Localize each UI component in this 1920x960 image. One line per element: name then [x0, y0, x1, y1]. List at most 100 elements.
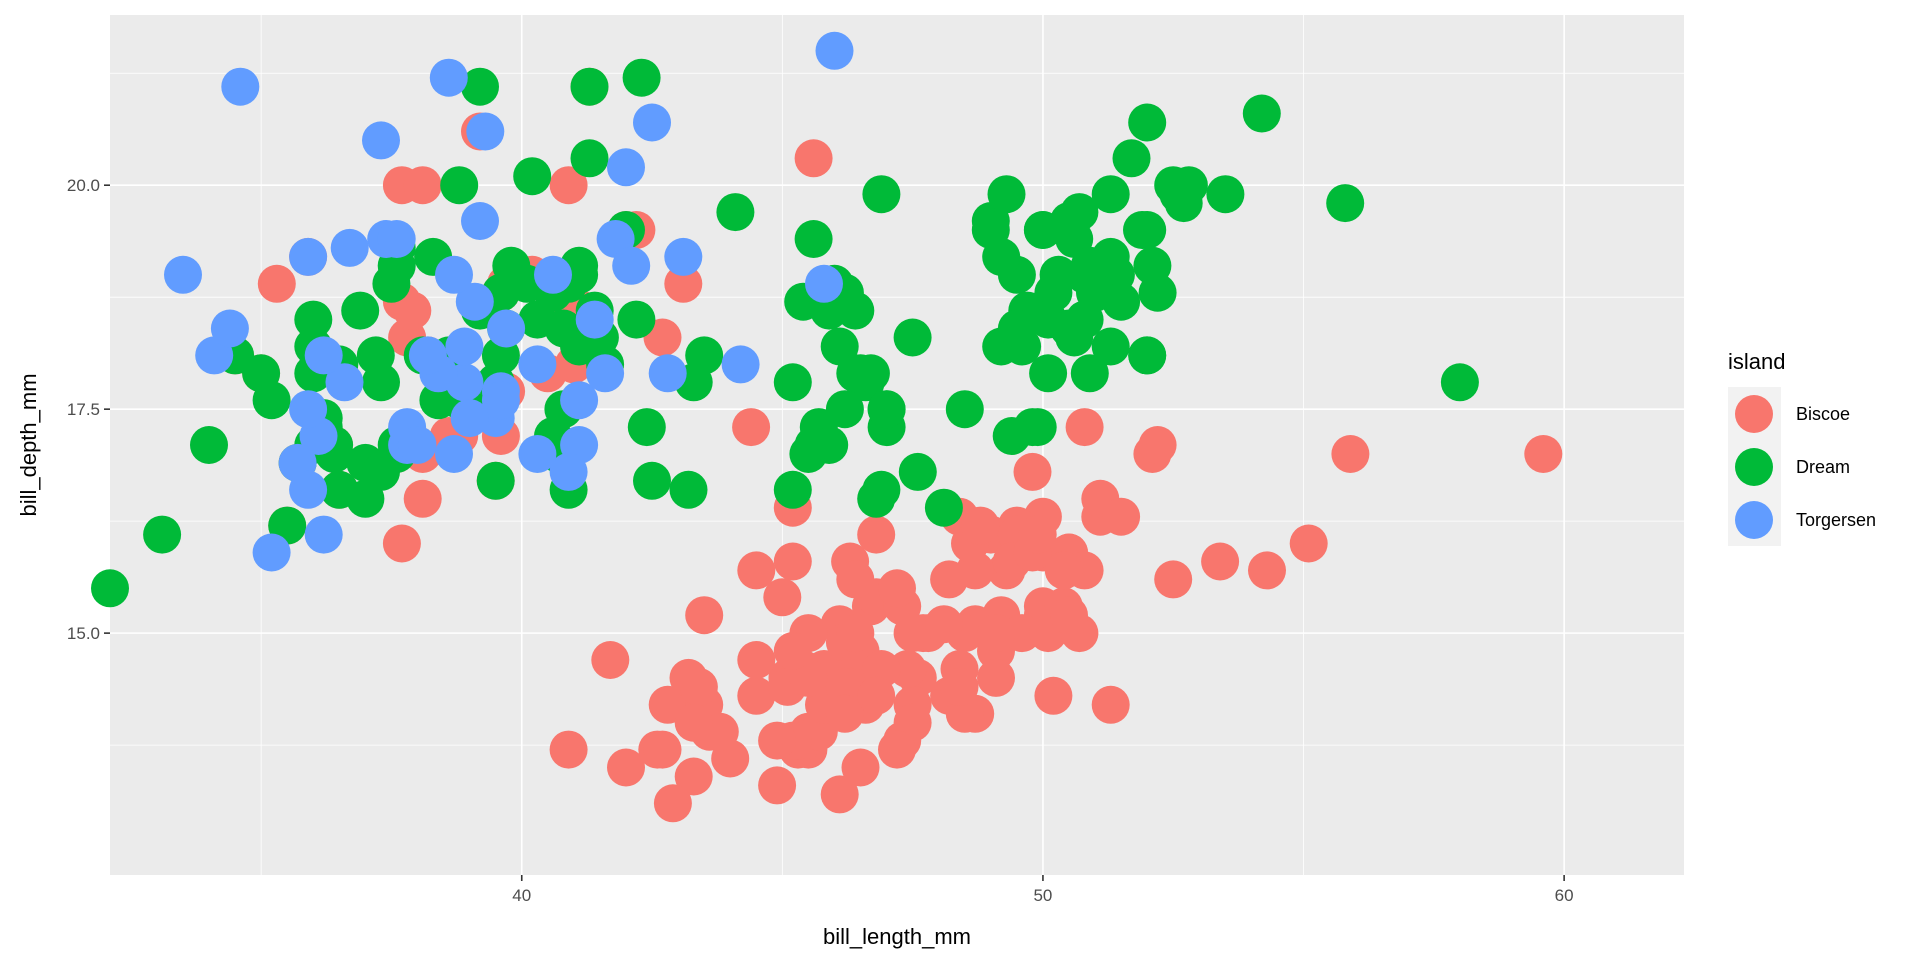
point-dream: [1128, 103, 1167, 142]
point-torgersen: [721, 345, 760, 384]
point-torgersen: [648, 354, 687, 393]
point-biscoe: [924, 605, 963, 644]
point-biscoe: [674, 757, 713, 796]
point-biscoe: [737, 676, 776, 715]
point-dream: [1133, 246, 1172, 285]
point-biscoe: [679, 667, 718, 706]
point-dream: [570, 67, 609, 106]
point-dream: [867, 390, 906, 429]
point-dream: [716, 193, 755, 232]
point-biscoe: [664, 264, 703, 303]
point-torgersen: [398, 426, 437, 464]
point-biscoe: [977, 614, 1015, 653]
point-biscoe: [393, 291, 432, 330]
point-dream: [362, 363, 400, 402]
point-dream: [513, 157, 552, 196]
point-biscoe: [737, 551, 776, 590]
point-dream: [851, 354, 890, 393]
point-biscoe: [758, 721, 797, 760]
point-torgersen: [330, 228, 369, 267]
y-axis-title: bill_depth_mm: [16, 373, 41, 516]
point-biscoe: [685, 596, 724, 635]
legend-key-dream: [1735, 448, 1773, 486]
point-dream: [252, 381, 291, 420]
point-biscoe: [1138, 426, 1177, 464]
point-biscoe: [1248, 551, 1286, 590]
point-biscoe: [825, 694, 864, 733]
point-dream: [1326, 184, 1365, 223]
y-tick-label: 15.0: [67, 624, 100, 643]
point-dream: [627, 408, 666, 447]
point-biscoe: [549, 730, 588, 769]
point-biscoe: [758, 766, 797, 805]
point-torgersen: [461, 202, 499, 240]
point-biscoe: [878, 569, 916, 608]
point-biscoe: [737, 641, 776, 679]
point-biscoe: [763, 578, 802, 617]
point-torgersen: [435, 255, 473, 294]
y-tick-label: 17.5: [67, 400, 100, 419]
x-tick-label: 60: [1555, 886, 1574, 905]
point-biscoe: [591, 641, 630, 679]
point-biscoe: [403, 479, 442, 518]
point-torgersen: [408, 336, 447, 375]
point-torgersen: [289, 470, 328, 509]
point-dream: [898, 452, 937, 491]
point-dream: [190, 426, 228, 464]
legend: island Biscoe Dream Torgersen: [1728, 349, 1876, 546]
point-dream: [862, 470, 901, 509]
point-dream: [1091, 175, 1130, 214]
point-biscoe: [1003, 614, 1042, 653]
point-torgersen: [325, 363, 364, 402]
point-dream: [143, 515, 182, 554]
point-biscoe: [653, 784, 692, 823]
point-dream: [461, 67, 499, 106]
point-torgersen: [633, 103, 671, 142]
legend-label-biscoe: Biscoe: [1796, 404, 1850, 424]
point-dream: [1029, 300, 1068, 339]
point-dream: [476, 461, 515, 500]
point-dream: [1242, 94, 1281, 133]
point-biscoe: [1331, 435, 1370, 473]
point-biscoe: [820, 775, 859, 814]
point-biscoe: [888, 650, 927, 688]
point-biscoe: [857, 515, 896, 554]
point-dream: [1076, 273, 1115, 312]
point-torgersen: [560, 381, 599, 420]
point-dream: [893, 318, 932, 357]
point-dream: [570, 139, 609, 178]
point-biscoe: [403, 166, 442, 205]
legend-key-biscoe: [1735, 395, 1773, 433]
point-torgersen: [664, 237, 703, 276]
point-torgersen: [815, 31, 854, 70]
point-biscoe: [1065, 408, 1104, 447]
point-biscoe: [857, 676, 896, 715]
point-dream: [997, 309, 1036, 348]
point-dream: [1128, 336, 1167, 375]
point-torgersen: [289, 390, 328, 429]
point-dream: [1070, 354, 1109, 393]
point-biscoe: [878, 730, 916, 769]
point-biscoe: [773, 632, 812, 670]
point-dream: [633, 461, 671, 500]
point-dream: [825, 390, 864, 429]
point-biscoe: [643, 730, 682, 769]
point-biscoe: [841, 748, 880, 787]
legend-title: island: [1728, 349, 1785, 374]
point-dream: [518, 300, 557, 339]
point-dream: [1029, 354, 1068, 393]
point-dream: [794, 220, 833, 258]
point-torgersen: [586, 354, 625, 393]
point-biscoe: [674, 703, 713, 742]
point-biscoe: [549, 166, 588, 205]
point-dream: [862, 175, 901, 214]
point-dream: [794, 426, 833, 464]
legend-label-torgersen: Torgersen: [1796, 510, 1876, 530]
point-torgersen: [377, 220, 416, 258]
point-dream: [622, 58, 661, 97]
point-torgersen: [805, 264, 843, 303]
point-dream: [91, 569, 129, 608]
point-torgersen: [164, 255, 202, 294]
point-torgersen: [455, 282, 494, 321]
